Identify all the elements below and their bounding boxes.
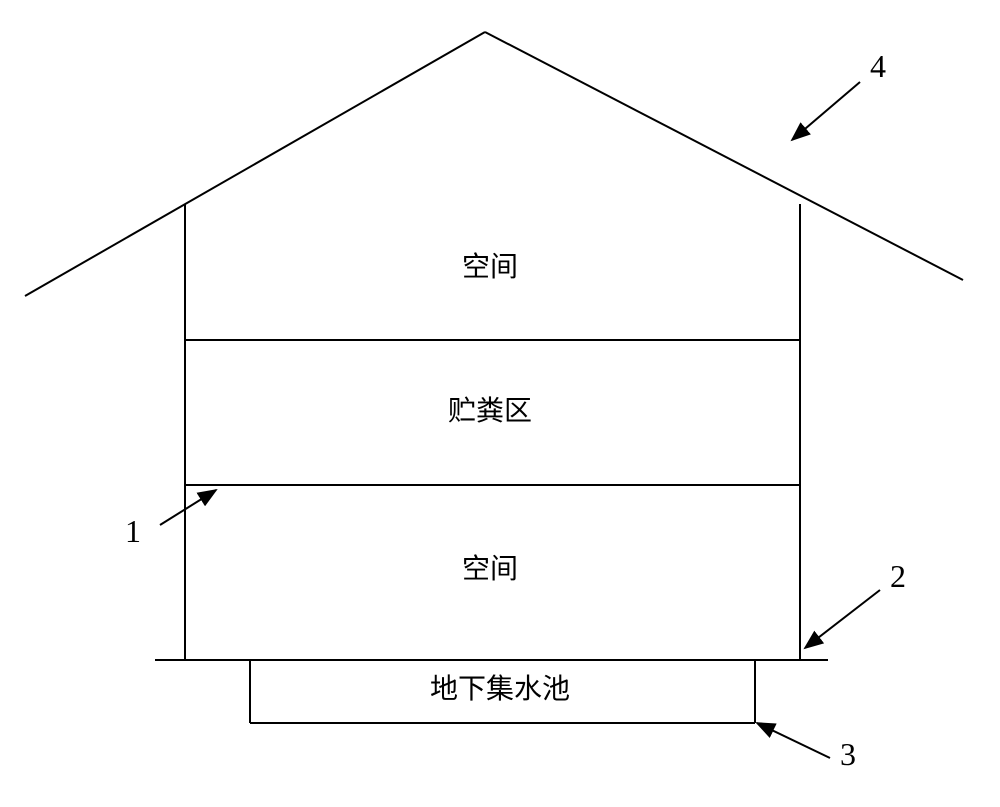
label-top-space: 空间	[462, 254, 518, 282]
label-storage: 贮粪区	[448, 398, 532, 426]
diagram-stage: 空间 贮粪区 空间 地下集水池 1 2 3 4	[0, 0, 1000, 807]
callout-4: 4	[870, 50, 886, 82]
callout-2: 2	[890, 560, 906, 592]
label-lower-space: 空间	[462, 556, 518, 584]
label-sump: 地下集水池	[430, 676, 570, 704]
callout-3: 3	[840, 738, 856, 770]
callout-1: 1	[125, 515, 141, 547]
